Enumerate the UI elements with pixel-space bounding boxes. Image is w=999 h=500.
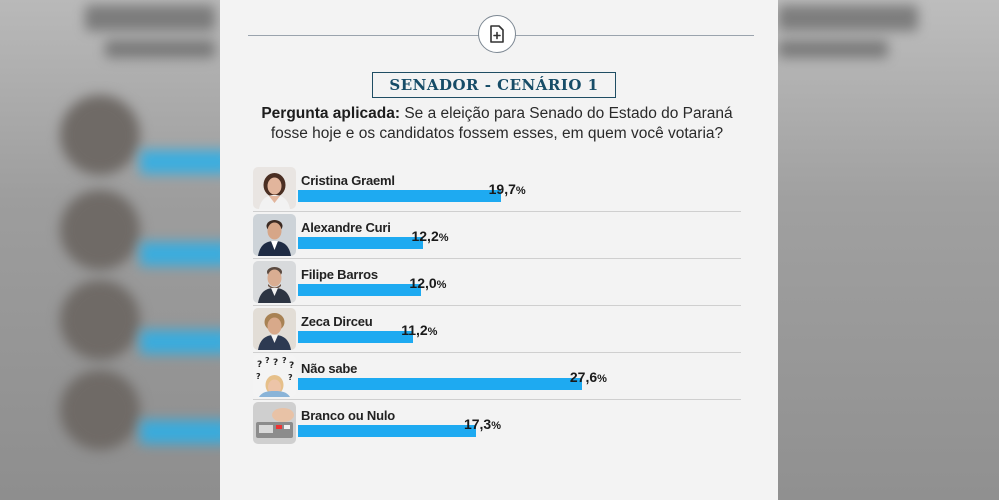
add-document-icon	[490, 25, 504, 43]
bar-row: Alexandre Curi 12,2%	[253, 212, 741, 259]
row-divider	[253, 352, 741, 353]
row-divider	[253, 211, 741, 212]
candidate-photo	[253, 308, 296, 350]
bar-value-number: 27,6	[569, 369, 598, 385]
svg-text:?: ?	[273, 358, 278, 368]
candidate-photo	[253, 261, 296, 303]
bar-row: Branco ou Nulo 17,3%	[253, 400, 741, 447]
row-divider	[253, 399, 741, 400]
ballot-image	[253, 402, 296, 444]
bar-value-unit: %	[491, 420, 501, 432]
svg-text:?: ?	[289, 361, 294, 371]
candidate-photo	[253, 214, 296, 256]
blurred-photo	[60, 280, 140, 360]
bar-category-label: Filipe Barros	[301, 267, 378, 282]
bar-row: ? ? ? ? ? ? ? Não sabe 27,6%	[253, 353, 741, 400]
bar-value-number: 19,7	[488, 181, 516, 197]
infographic-panel: SENADOR - CENÁRIO 1 Pergunta aplicada: S…	[220, 0, 778, 500]
blurred-photo	[60, 370, 140, 450]
svg-text:?: ?	[265, 356, 270, 365]
question-label: Pergunta aplicada:	[261, 105, 401, 122]
undecided-image: ? ? ? ? ? ? ?	[253, 355, 296, 397]
bar-category-label: Branco ou Nulo	[301, 408, 395, 423]
blurred-text	[105, 40, 215, 58]
bar	[298, 425, 476, 437]
blurred-photo	[60, 95, 140, 175]
bar-value-number: 12,2	[411, 228, 439, 244]
bar-value-unit: %	[436, 279, 447, 291]
bar-category-label: Alexandre Curi	[301, 220, 391, 235]
bar-category-label: Não sabe	[301, 361, 358, 376]
bar-category-label: Cristina Graeml	[301, 173, 395, 188]
blurred-text	[85, 5, 215, 31]
row-divider	[253, 305, 741, 306]
blurred-text	[778, 40, 888, 58]
svg-text:?: ?	[256, 372, 261, 381]
blurred-bar	[140, 150, 220, 174]
bar-value-unit: %	[438, 232, 449, 244]
chart-title: SENADOR - CENÁRIO 1	[372, 72, 616, 98]
background-right	[778, 0, 999, 500]
add-document-button[interactable]	[478, 15, 516, 53]
bar-category-label: Zeca Dirceu	[301, 314, 373, 329]
bar	[298, 378, 582, 390]
question: Pergunta aplicada: Se a eleição para Sen…	[242, 104, 752, 144]
bar-value-label: 19,7%	[489, 181, 526, 197]
bar-value-label: 12,2%	[411, 228, 448, 244]
blurred-photo	[60, 190, 140, 270]
bar	[298, 190, 501, 202]
svg-text:?: ?	[288, 373, 293, 382]
bar-value-label: 11,2%	[401, 322, 437, 338]
blurred-bar	[140, 242, 220, 266]
blurred-text	[778, 5, 918, 31]
question-text: Se a eleição para Senado do Estado do Pa…	[270, 105, 733, 142]
bar-row: Cristina Graeml 19,7%	[253, 165, 741, 212]
bar-value-unit: %	[597, 373, 607, 385]
bar-value-number: 17,3	[463, 416, 492, 432]
bar	[298, 284, 422, 296]
bar-value-label: 12,0%	[409, 275, 446, 291]
blurred-bar	[140, 420, 220, 444]
bar-value-label: 17,3%	[464, 416, 501, 432]
background-left	[0, 0, 220, 500]
bar-value-unit: %	[427, 326, 438, 338]
svg-text:?: ?	[257, 360, 262, 370]
bar-value-number: 11,2	[401, 322, 428, 338]
bar	[298, 331, 414, 343]
row-divider	[253, 258, 741, 259]
blurred-bar	[140, 330, 220, 354]
bar-row: Zeca Dirceu 11,2%	[253, 306, 741, 353]
bar-value-label: 27,6%	[570, 369, 607, 385]
bar-value-number: 12,0	[409, 275, 437, 291]
svg-text:?: ?	[282, 356, 287, 365]
bar-value-unit: %	[515, 185, 526, 197]
bar	[298, 237, 424, 249]
candidate-photo	[253, 167, 296, 209]
bar-row: Filipe Barros 12,0%	[253, 259, 741, 306]
